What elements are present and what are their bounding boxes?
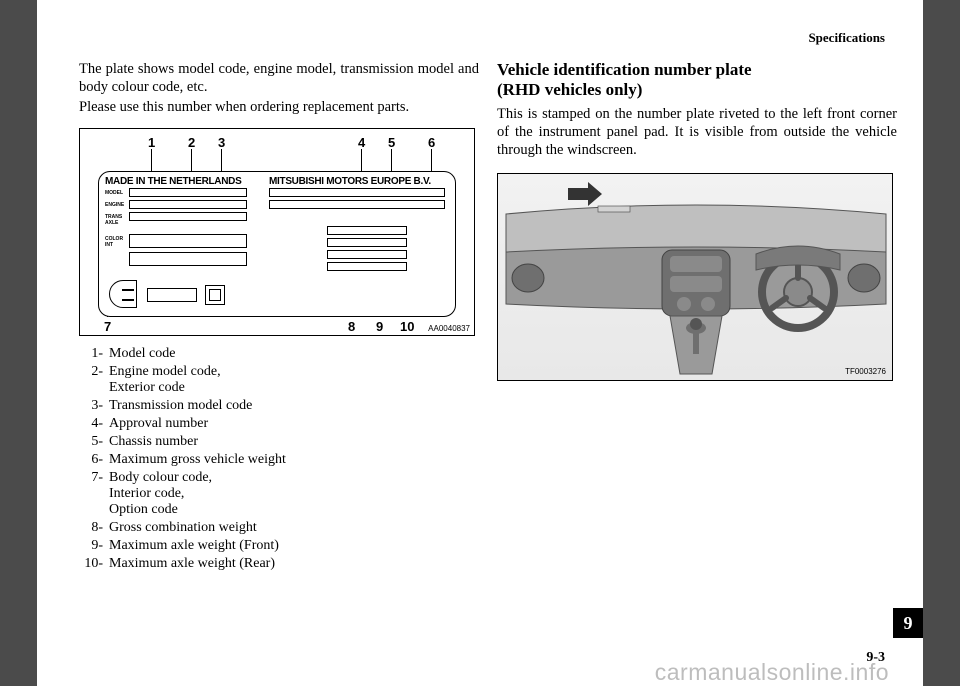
section-tab: 9 [893, 608, 923, 638]
left-paragraph-1: The plate shows model code, engine model… [79, 60, 479, 96]
plate-image-code: AA0040837 [428, 324, 470, 333]
plate-figure: 1 2 3 4 5 6 7 8 9 10 MADE IN TH [79, 128, 475, 336]
callout-9: 9 [376, 319, 383, 334]
callout-4: 4 [358, 135, 365, 150]
legend-item: 8-Gross combination weight [79, 520, 479, 536]
lbl-trans: TRANS AXLE [105, 214, 122, 226]
legend-item: 2-Engine model code, Exterior code [79, 364, 479, 396]
dashboard-svg [498, 174, 893, 381]
lbl-engine: ENGINE [105, 202, 124, 208]
legend-item: 6-Maximum gross vehicle weight [79, 452, 479, 468]
legend-list: 1-Model code 2-Engine model code, Exteri… [79, 346, 479, 572]
legend-item: 9-Maximum axle weight (Front) [79, 538, 479, 554]
lbl-model: MODEL [105, 190, 123, 196]
callout-5: 5 [388, 135, 395, 150]
lbl-color: COLOR INT [105, 236, 123, 248]
legend-item: 1-Model code [79, 346, 479, 362]
left-paragraph-2: Please use this number when ordering rep… [79, 98, 479, 116]
page: Specifications The plate shows model cod… [37, 0, 923, 686]
watermark: carmanualsonline.info [655, 659, 889, 686]
plate-inner: MADE IN THE NETHERLANDS MITSUBISHI MOTOR… [98, 171, 456, 317]
section-header: Specifications [808, 30, 885, 46]
legend-item: 5-Chassis number [79, 434, 479, 450]
callout-7: 7 [104, 319, 111, 334]
legend-item: 4-Approval number [79, 416, 479, 432]
callout-6: 6 [428, 135, 435, 150]
callout-10: 10 [400, 319, 414, 334]
dashboard-figure: TF0003276 [497, 173, 893, 381]
square-hole-icon [205, 285, 225, 305]
left-column: The plate shows model code, engine model… [79, 60, 479, 574]
callout-1: 1 [148, 135, 155, 150]
legend-item: 10-Maximum axle weight (Rear) [79, 556, 479, 572]
right-heading-line1: Vehicle identification number plate [497, 60, 897, 80]
callout-8: 8 [348, 319, 355, 334]
plate-made-in: MADE IN THE NETHERLANDS [105, 176, 241, 187]
legend-item: 7-Body colour code, Interior code, Optio… [79, 470, 479, 518]
legend-item: 3-Transmission model code [79, 398, 479, 414]
right-column: Vehicle identification number plate (RHD… [497, 60, 897, 381]
callout-2: 2 [188, 135, 195, 150]
right-paragraph: This is stamped on the number plate rive… [497, 105, 897, 159]
right-heading-line2: (RHD vehicles only) [497, 80, 897, 100]
plate-mmc: MITSUBISHI MOTORS EUROPE B.V. [269, 176, 431, 187]
dash-image-code: TF0003276 [845, 367, 886, 376]
callout-3: 3 [218, 135, 225, 150]
headlamp-icon [109, 280, 137, 308]
